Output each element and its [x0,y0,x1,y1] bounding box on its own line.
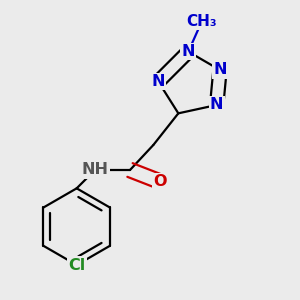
Text: N: N [210,98,224,112]
Text: N: N [152,74,165,89]
Text: CH₃: CH₃ [186,14,217,29]
Text: Cl: Cl [68,257,85,272]
Text: N: N [182,44,195,59]
Text: NH: NH [82,163,109,178]
Text: O: O [153,174,167,189]
Text: N: N [213,62,227,77]
